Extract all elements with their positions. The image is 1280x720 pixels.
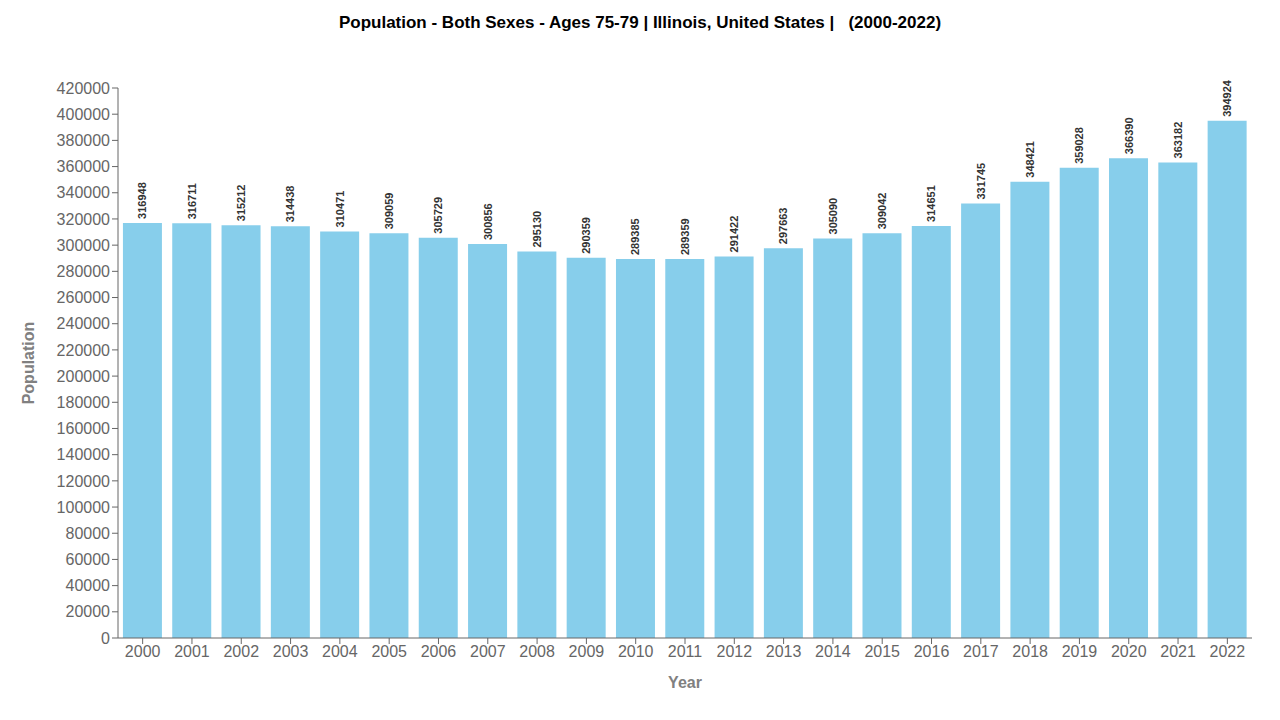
svg-text:309042: 309042 xyxy=(876,193,888,230)
svg-text:291422: 291422 xyxy=(728,216,740,253)
svg-text:289385: 289385 xyxy=(629,218,641,255)
svg-text:290359: 290359 xyxy=(580,217,592,254)
svg-text:2020: 2020 xyxy=(1111,643,1147,660)
svg-text:140000: 140000 xyxy=(57,446,110,463)
svg-text:420000: 420000 xyxy=(57,80,110,97)
svg-text:40000: 40000 xyxy=(66,577,111,594)
svg-text:366390: 366390 xyxy=(1123,117,1135,154)
svg-text:2012: 2012 xyxy=(717,643,753,660)
svg-text:315212: 315212 xyxy=(235,185,247,222)
svg-text:314438: 314438 xyxy=(284,186,296,223)
svg-text:297663: 297663 xyxy=(777,207,789,244)
svg-text:100000: 100000 xyxy=(57,499,110,516)
svg-text:2022: 2022 xyxy=(1210,643,1246,660)
svg-text:2001: 2001 xyxy=(174,643,210,660)
svg-text:316711: 316711 xyxy=(186,183,198,219)
svg-text:200000: 200000 xyxy=(57,368,110,385)
svg-text:320000: 320000 xyxy=(57,211,110,228)
svg-text:2010: 2010 xyxy=(618,643,654,660)
svg-text:2021: 2021 xyxy=(1160,643,1196,660)
svg-text:289359: 289359 xyxy=(679,218,691,255)
svg-text:Year: Year xyxy=(668,674,702,691)
svg-text:60000: 60000 xyxy=(66,551,111,568)
svg-text:295130: 295130 xyxy=(531,211,543,248)
svg-text:400000: 400000 xyxy=(57,106,110,123)
svg-text:Population: Population xyxy=(20,322,37,405)
svg-text:2000: 2000 xyxy=(125,643,161,660)
svg-text:360000: 360000 xyxy=(57,158,110,175)
svg-text:2005: 2005 xyxy=(371,643,407,660)
svg-text:314651: 314651 xyxy=(925,185,937,222)
svg-text:2014: 2014 xyxy=(815,643,851,660)
svg-text:310471: 310471 xyxy=(334,191,346,228)
svg-text:363182: 363182 xyxy=(1172,122,1184,159)
svg-text:300856: 300856 xyxy=(482,203,494,240)
svg-text:280000: 280000 xyxy=(57,263,110,280)
svg-text:120000: 120000 xyxy=(57,473,110,490)
svg-text:160000: 160000 xyxy=(57,420,110,437)
svg-text:260000: 260000 xyxy=(57,289,110,306)
svg-text:300000: 300000 xyxy=(57,237,110,254)
svg-text:2006: 2006 xyxy=(421,643,457,660)
svg-text:2016: 2016 xyxy=(914,643,950,660)
svg-text:2007: 2007 xyxy=(470,643,506,660)
svg-text:348421: 348421 xyxy=(1024,141,1036,178)
svg-text:305090: 305090 xyxy=(827,198,839,235)
svg-text:394924: 394924 xyxy=(1221,79,1233,117)
svg-text:0: 0 xyxy=(101,630,110,647)
svg-text:180000: 180000 xyxy=(57,394,110,411)
svg-text:331745: 331745 xyxy=(975,163,987,200)
svg-text:2013: 2013 xyxy=(766,643,802,660)
svg-text:2019: 2019 xyxy=(1062,643,1098,660)
svg-text:2017: 2017 xyxy=(963,643,999,660)
svg-text:2008: 2008 xyxy=(519,643,555,660)
svg-text:80000: 80000 xyxy=(66,525,111,542)
svg-text:316948: 316948 xyxy=(136,182,148,219)
svg-text:2002: 2002 xyxy=(223,643,259,660)
svg-text:240000: 240000 xyxy=(57,315,110,332)
svg-text:2015: 2015 xyxy=(864,643,900,660)
svg-text:2018: 2018 xyxy=(1012,643,1048,660)
svg-text:2009: 2009 xyxy=(569,643,605,660)
svg-text:2011: 2011 xyxy=(668,643,703,660)
svg-text:20000: 20000 xyxy=(66,603,111,620)
svg-text:309059: 309059 xyxy=(383,193,395,230)
svg-text:380000: 380000 xyxy=(57,132,110,149)
svg-text:2004: 2004 xyxy=(322,643,358,660)
svg-text:220000: 220000 xyxy=(57,342,110,359)
html-text:Population - Both Sexes - Ages: Population - Both Sexes - Ages 75-79 | I… xyxy=(338,13,942,32)
svg-text:340000: 340000 xyxy=(57,184,110,201)
svg-text:2003: 2003 xyxy=(273,643,309,660)
svg-text:305729: 305729 xyxy=(432,197,444,234)
svg-text:359028: 359028 xyxy=(1073,127,1085,164)
